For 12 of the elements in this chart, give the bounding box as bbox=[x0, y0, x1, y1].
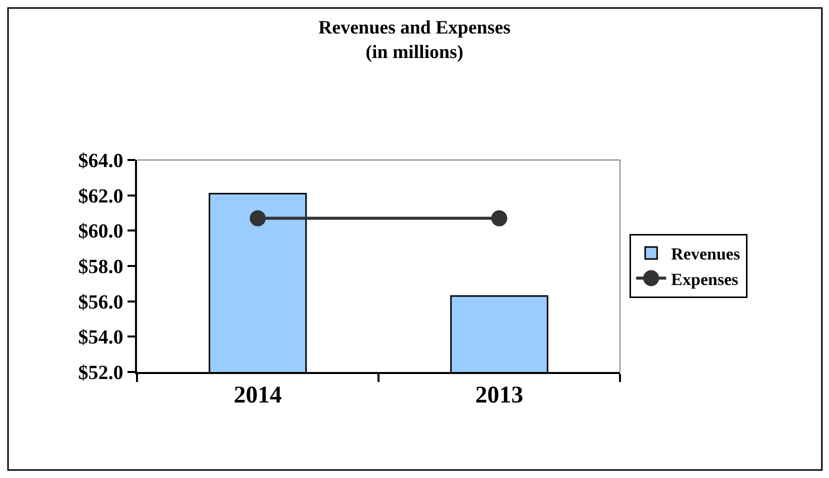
x-tick-label: 2014 bbox=[234, 382, 282, 409]
x-tick-label: 2013 bbox=[475, 382, 524, 409]
chart-title: Revenues and Expenses (in millions) bbox=[318, 17, 511, 64]
legend-label: Expenses bbox=[671, 270, 739, 289]
y-tick-label: $60.0 bbox=[78, 220, 124, 243]
y-tick-label: $52.0 bbox=[78, 362, 124, 384]
y-tick-label: $62.0 bbox=[78, 185, 124, 208]
y-tick-label: $58.0 bbox=[78, 256, 124, 278]
y-tick-label: $64.0 bbox=[78, 150, 124, 172]
y-tick-label: $54.0 bbox=[78, 326, 124, 349]
y-tick-label: $56.0 bbox=[78, 291, 124, 314]
legend-label: Revenues bbox=[671, 244, 740, 264]
